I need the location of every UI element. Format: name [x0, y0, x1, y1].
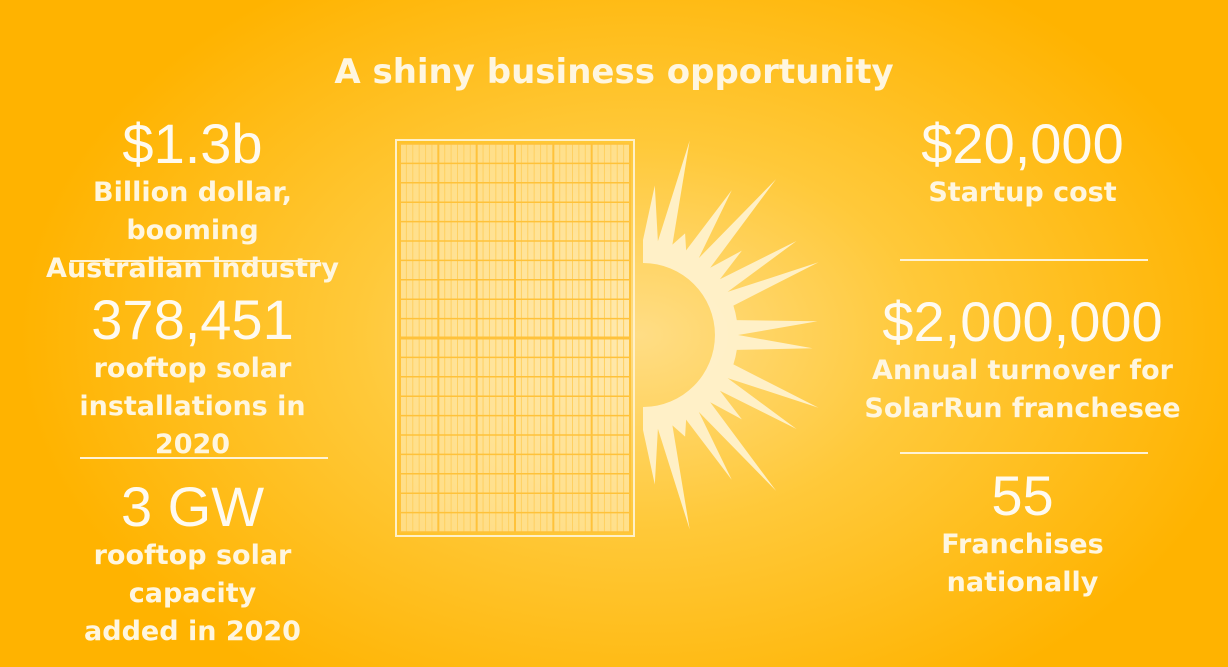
- panel-frame: [395, 139, 635, 537]
- stat-label: rooftop solar capacity: [93, 540, 292, 609]
- stat-turnover: $2,000,000 Annual turnover for SolarRun …: [850, 292, 1195, 428]
- divider: [70, 260, 320, 262]
- stat-label: Billion dollar, booming: [93, 177, 292, 246]
- stat-value: $2,000,000: [882, 290, 1163, 353]
- stat-value: $20,000: [921, 112, 1124, 175]
- solar-panel-icon: [395, 139, 635, 537]
- stat-label: Australian industry: [46, 253, 339, 284]
- stat-startup-cost: $20,000 Startup cost: [860, 114, 1185, 212]
- stat-franchises: 55 Franchises nationally: [860, 466, 1185, 602]
- divider: [80, 457, 328, 459]
- stat-label: added in 2020: [84, 616, 301, 647]
- stat-value: 3 GW: [120, 475, 265, 538]
- stat-installations: 378,451 rooftop solar installations in 2…: [40, 290, 345, 464]
- divider: [900, 259, 1148, 261]
- stat-label: rooftop solar: [93, 353, 292, 384]
- half-sun-icon: [643, 140, 819, 530]
- stat-label: Annual turnover for: [872, 355, 1173, 386]
- stat-label: Franchises: [941, 529, 1104, 560]
- stat-value: $1.3b: [122, 112, 263, 175]
- sun-rays: [643, 140, 819, 530]
- divider: [900, 452, 1148, 454]
- stat-label: SolarRun franchesee: [864, 393, 1181, 424]
- stat-label: installations in 2020: [79, 391, 306, 460]
- stat-value: 378,451: [91, 288, 294, 351]
- stat-label: nationally: [946, 567, 1099, 598]
- stat-value: 55: [991, 464, 1054, 527]
- page-title: A shiny business opportunity: [334, 52, 894, 92]
- stat-industry-value: $1.3b Billion dollar, booming Australian…: [40, 114, 345, 288]
- stat-capacity: 3 GW rooftop solar capacity added in 202…: [40, 477, 345, 651]
- stat-label: Startup cost: [928, 177, 1117, 208]
